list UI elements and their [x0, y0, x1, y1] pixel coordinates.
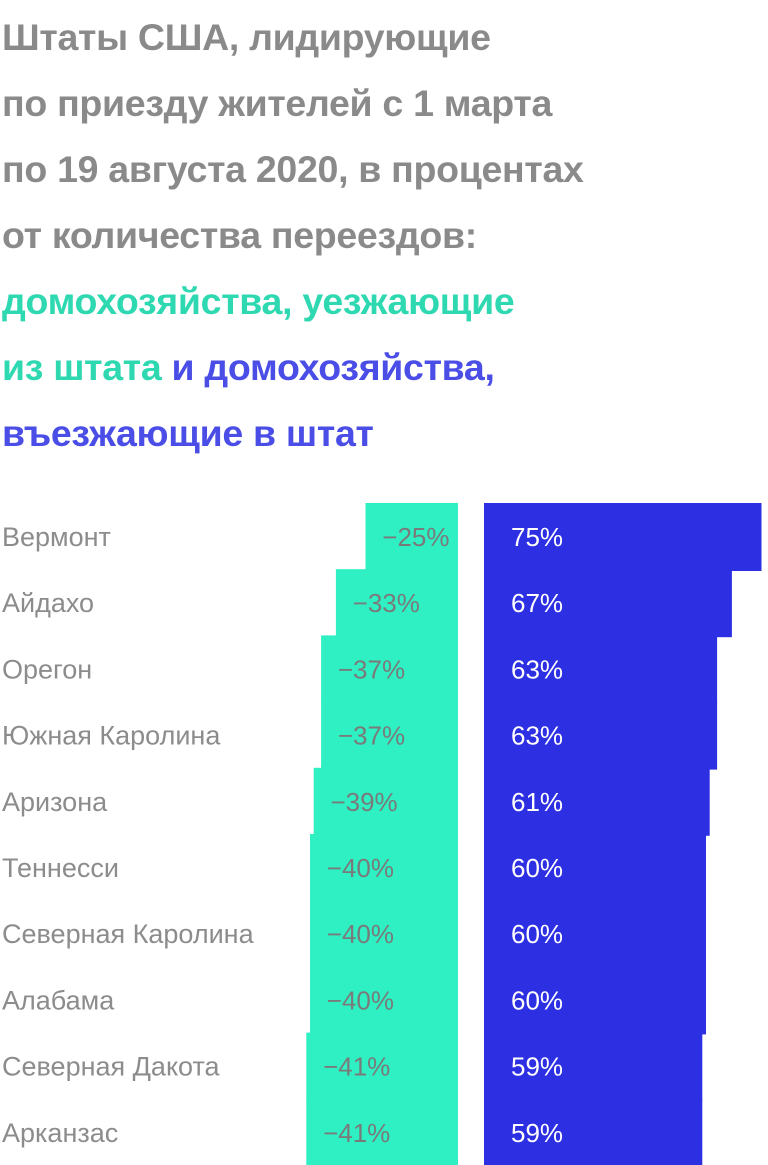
- chart-heading: Штаты США, лидирующие по приезду жителей…: [2, 4, 768, 466]
- outbound-value-label: −37%: [338, 721, 405, 751]
- outbound-bar: [310, 966, 458, 1035]
- outbound-value-label: −33%: [353, 588, 420, 618]
- inbound-bar: [484, 834, 706, 902]
- inbound-bar: [484, 569, 732, 638]
- inbound-value-label: 63%: [511, 654, 563, 684]
- inbound-bar: [484, 767, 710, 836]
- legend-outbound-line-1: домохозяйства, уезжающие: [2, 280, 515, 322]
- category-label: Северная Каролина: [2, 919, 255, 949]
- outbound-bar: [335, 569, 458, 638]
- inbound-bar: [484, 900, 706, 969]
- outbound-series: −25% −33% −37% −37% −39% −40% −40% −40% −41% −41%: [306, 503, 458, 1165]
- inbound-value-label: 60%: [511, 919, 563, 949]
- outbound-bar: [310, 834, 458, 902]
- inbound-value-label: 59%: [511, 1118, 563, 1148]
- inbound-series: 75% 67% 63% 63% 61% 60% 60% 60% 59% 59%: [484, 503, 762, 1165]
- legend-inbound-line-1: и домохозяйства,: [161, 346, 495, 388]
- inbound-value-label: 60%: [511, 985, 563, 1015]
- outbound-bar: [321, 701, 458, 770]
- category-label: Северная Дакота: [2, 1052, 221, 1082]
- legend-outbound-line-2: из штата: [2, 346, 162, 388]
- inbound-value-label: 60%: [511, 853, 563, 883]
- outbound-bar: [365, 503, 458, 571]
- outbound-value-label: −40%: [327, 919, 394, 949]
- heading-line-3: по 19 августа 2020, в процентах: [2, 148, 584, 190]
- inbound-value-label: 61%: [511, 787, 563, 817]
- category-label: Южная Каролина: [2, 721, 221, 751]
- inbound-value-label: 67%: [511, 588, 563, 618]
- category-label: Вермонт: [2, 522, 111, 552]
- outbound-bar: [313, 767, 458, 836]
- inbound-value-label: 59%: [511, 1052, 563, 1082]
- heading-line-1: Штаты США, лидирующие: [2, 16, 491, 58]
- inbound-bar: [484, 635, 718, 704]
- outbound-value-label: −39%: [330, 787, 397, 817]
- category-label: Теннесси: [2, 853, 119, 883]
- inbound-bar: [484, 701, 718, 770]
- outbound-value-label: −40%: [327, 853, 394, 883]
- inbound-value-label: 75%: [511, 522, 563, 552]
- inbound-bar: [484, 1032, 703, 1101]
- outbound-bar: [306, 1098, 458, 1165]
- outbound-value-label: −37%: [338, 654, 405, 684]
- outbound-value-label: −41%: [323, 1052, 390, 1082]
- inbound-bar: [484, 966, 706, 1035]
- outbound-bar: [310, 900, 458, 969]
- heading-line-2: по приезду жителей с 1 марта: [2, 82, 553, 124]
- inbound-bar: [484, 503, 762, 571]
- legend-inbound-line-2: въезжающие в штат: [2, 412, 374, 454]
- category-label: Алабама: [2, 985, 115, 1015]
- outbound-bar: [321, 635, 458, 704]
- outbound-bar: [306, 1032, 458, 1101]
- heading-line-6: из штата и домохозяйства,: [2, 334, 768, 400]
- inbound-bar: [484, 1098, 703, 1165]
- category-label: Айдахо: [2, 588, 94, 618]
- category-label: Арканзас: [2, 1118, 118, 1148]
- heading-line-4: от количества переездов:: [2, 214, 477, 256]
- outbound-value-label: −25%: [382, 522, 449, 552]
- category-label: Аризона: [2, 787, 108, 817]
- category-labels: Вермонт Айдахо Орегон Южная Каролина Аризона…: [2, 522, 255, 1148]
- inbound-value-label: 63%: [511, 721, 563, 751]
- outbound-value-label: −41%: [323, 1118, 390, 1148]
- outbound-value-label: −40%: [327, 985, 394, 1015]
- category-label: Орегон: [2, 654, 92, 684]
